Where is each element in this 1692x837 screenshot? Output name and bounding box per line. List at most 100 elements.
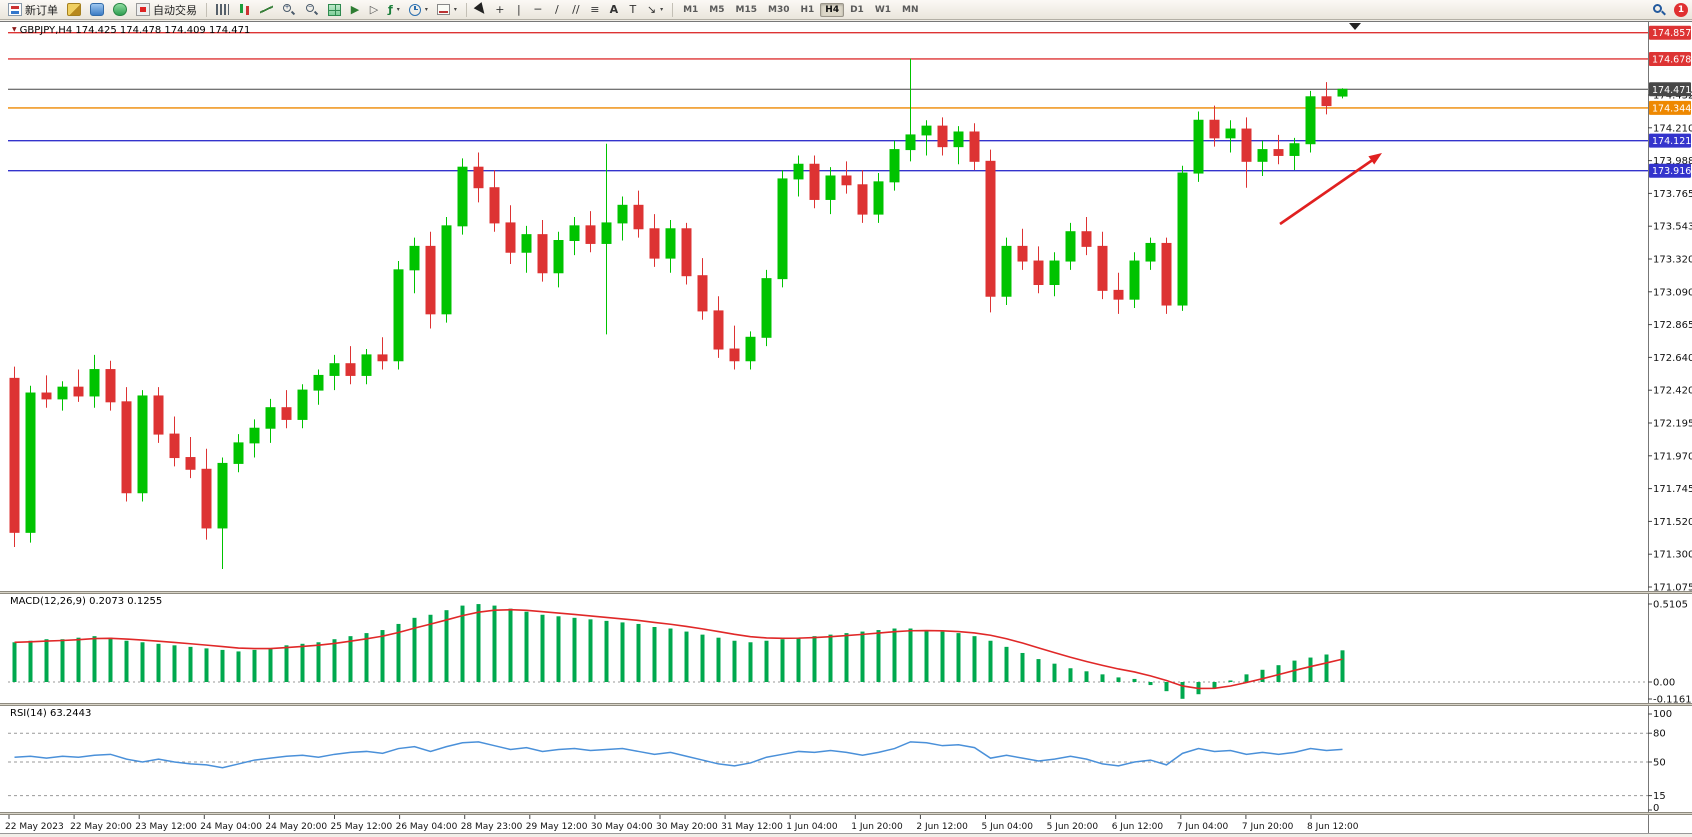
- notification-badge[interactable]: 1: [1674, 2, 1688, 17]
- time-axis-label: 22 May 20:00: [70, 822, 132, 832]
- support-icon: [113, 3, 127, 16]
- price-axis-tick: 173.320: [1653, 255, 1692, 266]
- toolbar-separator: [672, 2, 674, 17]
- bar-chart-icon: [216, 4, 229, 15]
- dropdown-caret-icon: ▾: [453, 7, 457, 13]
- price-axis-tick: 173.765: [1653, 189, 1692, 200]
- timeframe-button-h1[interactable]: H1: [795, 3, 819, 17]
- price-axis-tick: 173.988: [1653, 156, 1692, 167]
- time-axis-label: 8 Jun 12:00: [1307, 822, 1359, 832]
- symbol-ohlc-label: ▼ GBPJPY,H4 174.425 174.478 174.409 174.4…: [12, 25, 250, 36]
- price-badge-174.678: 174.678: [1649, 51, 1691, 66]
- cursor-button[interactable]: [472, 1, 490, 18]
- line-chart-button[interactable]: [256, 1, 277, 18]
- rsi-line: [14, 741, 1343, 769]
- horizontal-line-button[interactable]: ─: [529, 1, 547, 18]
- vertical-line-button[interactable]: |: [510, 1, 528, 18]
- symbol-marker-icon: ▼: [12, 26, 17, 33]
- toolbar-separator: [206, 2, 207, 17]
- trendline-button[interactable]: /: [548, 1, 566, 18]
- trend-arrow-annotation[interactable]: [1279, 153, 1382, 226]
- auto-trading-button[interactable]: 自动交易: [132, 1, 201, 18]
- support-button[interactable]: [109, 1, 131, 18]
- time-axis-label: 30 May 04:00: [591, 822, 653, 832]
- price-badge-174.471: 174.471: [1649, 82, 1691, 97]
- price-badge-174.857: 174.857: [1649, 25, 1691, 40]
- trendline-icon: /: [554, 3, 559, 16]
- chart-shift-marker-icon: [1349, 23, 1361, 30]
- label-button[interactable]: T: [624, 1, 642, 18]
- candles: [9, 58, 1348, 570]
- price-axis-tick: 171.745: [1653, 484, 1692, 495]
- cursor-icon: [473, 2, 489, 17]
- price-badge-174.344: 174.344: [1649, 100, 1691, 115]
- price-axis-tick: 172.865: [1653, 320, 1692, 331]
- equidistant-channel-button[interactable]: //: [567, 1, 585, 18]
- zoom-out-button[interactable]: −: [301, 1, 323, 18]
- timeframe-button-mn[interactable]: MN: [897, 3, 924, 17]
- price-axis-tick: 172.195: [1653, 419, 1692, 430]
- timeframe-button-m1[interactable]: M1: [678, 3, 703, 17]
- macd-axis-tick: 0.00: [1653, 678, 1675, 689]
- timeframe-button-h4[interactable]: H4: [820, 2, 845, 17]
- dropdown-caret-icon: ▾: [424, 7, 428, 13]
- auto-trading-icon: [136, 3, 150, 16]
- time-axis-label: 22 May 2023: [5, 822, 64, 832]
- toolbar-right-group: 1: [1648, 1, 1688, 18]
- new-order-button[interactable]: 新订单: [4, 1, 62, 18]
- time-axis-label: 5 Jun 04:00: [982, 822, 1034, 832]
- tile-windows-button[interactable]: [324, 1, 345, 18]
- rsi-axis-tick: 80: [1653, 729, 1666, 740]
- macd-label: MACD(12,26,9) 0.2073 0.1255: [10, 596, 163, 607]
- new-order-icon: [8, 3, 22, 16]
- svg-text:174.121: 174.121: [1652, 136, 1691, 147]
- rsi-axis-tick: 100: [1653, 709, 1672, 720]
- timeframe-button-d1[interactable]: D1: [845, 3, 869, 17]
- rsi-axis-tick: 50: [1653, 758, 1666, 769]
- fibonacci-button[interactable]: ≡: [586, 1, 604, 18]
- indicators-button[interactable]: ƒ ▾: [384, 1, 404, 18]
- time-axis-label: 1 Jun 04:00: [786, 822, 838, 832]
- symbol-ohlc-text: GBPJPY,H4 174.425 174.478 174.409 174.47…: [19, 25, 251, 36]
- timeframe-button-m5[interactable]: M5: [704, 3, 729, 17]
- text-button[interactable]: A: [605, 1, 623, 18]
- rsi-axis-tick: 15: [1653, 791, 1666, 802]
- svg-text:173.916: 173.916: [1652, 166, 1691, 177]
- hammer-button[interactable]: [63, 1, 85, 18]
- search-icon: [1652, 3, 1666, 17]
- templates-icon: [436, 4, 450, 15]
- periods-icon: [408, 3, 421, 16]
- dropdown-caret-icon: ▾: [396, 7, 400, 13]
- candlesticks-button[interactable]: [234, 1, 255, 18]
- timeframe-button-m30[interactable]: M30: [763, 3, 794, 17]
- line-chart-icon: [260, 4, 273, 15]
- price-badge-174.121: 174.121: [1649, 133, 1691, 148]
- profile-button[interactable]: [86, 1, 108, 18]
- bar-chart-button[interactable]: [212, 1, 233, 18]
- timeframe-button-m15[interactable]: M15: [731, 3, 762, 17]
- timeframe-button-w1[interactable]: W1: [870, 3, 896, 17]
- time-axis-label: 7 Jun 20:00: [1242, 822, 1294, 832]
- crosshair-button[interactable]: +: [491, 1, 509, 18]
- time-axis-label: 6 Jun 12:00: [1112, 822, 1164, 832]
- price-axis-tick: 173.090: [1653, 287, 1692, 298]
- time-axis-label: 24 May 04:00: [200, 822, 262, 832]
- fibonacci-icon: ≡: [590, 3, 600, 16]
- templates-button[interactable]: ▾: [433, 1, 461, 18]
- time-axis-label: 5 Jun 20:00: [1047, 822, 1099, 832]
- zoom-in-button[interactable]: +: [278, 1, 300, 18]
- macd-axis-tick: 0.5105: [1653, 599, 1688, 610]
- price-axis-tick: 171.075: [1653, 583, 1692, 594]
- time-axis-label: 29 May 12:00: [526, 822, 588, 832]
- time-axis-label: 31 May 12:00: [721, 822, 783, 832]
- price-axis-tick: 173.543: [1653, 222, 1692, 233]
- text-icon: A: [609, 3, 619, 16]
- chart-shift-button[interactable]: ▷: [365, 1, 383, 18]
- arrows-button[interactable]: ↘ ▾: [643, 1, 667, 18]
- periods-button[interactable]: ▾: [405, 1, 432, 18]
- auto-trading-label: 自动交易: [153, 4, 197, 17]
- auto-scroll-button[interactable]: ▶: [346, 1, 364, 18]
- indicators-icon: ƒ: [388, 3, 393, 16]
- search-button[interactable]: [1648, 1, 1670, 18]
- price-axis-tick: 172.640: [1653, 353, 1692, 364]
